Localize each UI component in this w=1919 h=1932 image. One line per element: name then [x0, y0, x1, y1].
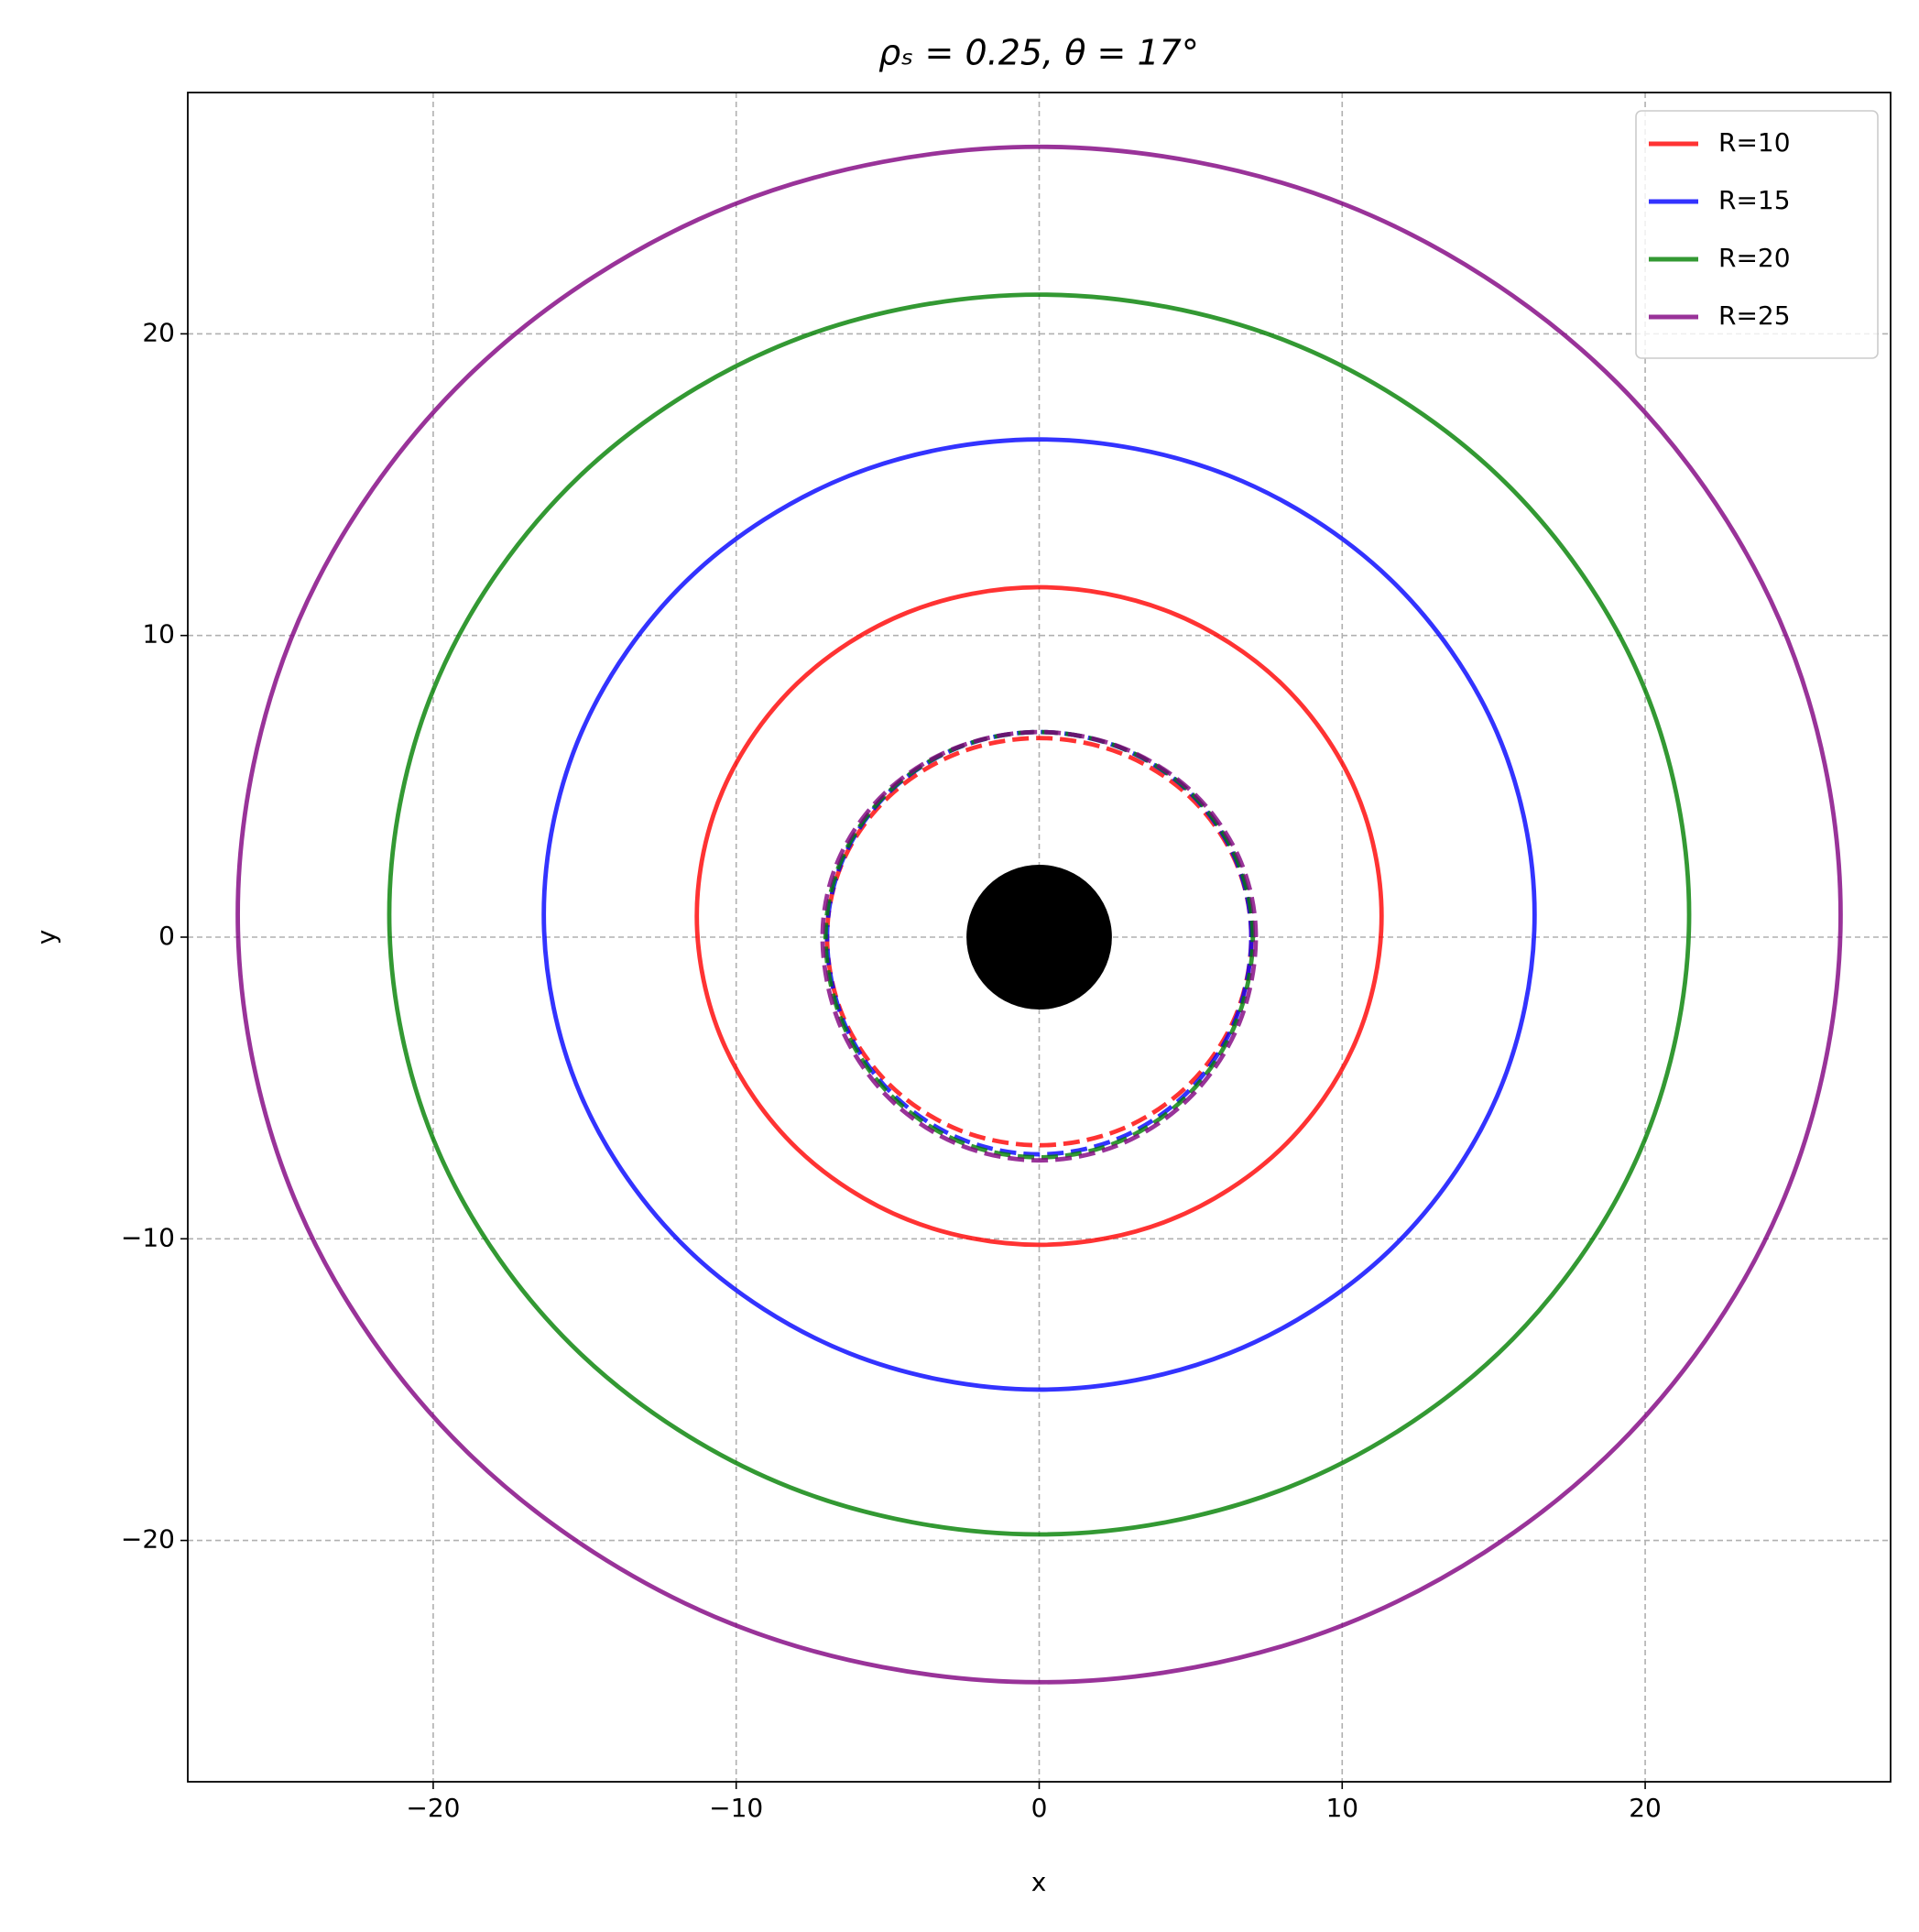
x-axis-label: x: [1031, 1867, 1047, 1897]
x-tick-label: 20: [1629, 1793, 1662, 1823]
legend-label: R=25: [1718, 300, 1791, 331]
plot-frame: [187, 92, 1892, 1783]
central-disk: [966, 864, 1112, 1010]
y-tick-label: −20: [121, 1524, 175, 1555]
x-tick-label: −20: [406, 1793, 460, 1823]
x-tick-label: −10: [709, 1793, 763, 1823]
legend-box: [1635, 110, 1879, 359]
y-tick-label: 0: [158, 921, 175, 951]
legend-label: R=20: [1718, 243, 1791, 273]
y-tick-label: 10: [142, 619, 175, 649]
curve: [694, 584, 1384, 1248]
curve: [387, 292, 1692, 1537]
y-tick-label: −10: [121, 1222, 175, 1252]
y-tick-label: 20: [142, 317, 175, 347]
inner-curve: [820, 729, 1259, 1163]
y-axis-label: y: [31, 930, 61, 945]
legend-label: R=15: [1718, 185, 1791, 215]
legend-label: R=10: [1718, 127, 1791, 158]
x-tick-label: 10: [1325, 1793, 1358, 1823]
x-tick-label: 0: [1031, 1793, 1048, 1823]
chart-title: ρₛ = 0.25, θ = 17°: [878, 33, 1199, 73]
curve: [541, 437, 1537, 1392]
curve: [235, 144, 1843, 1685]
